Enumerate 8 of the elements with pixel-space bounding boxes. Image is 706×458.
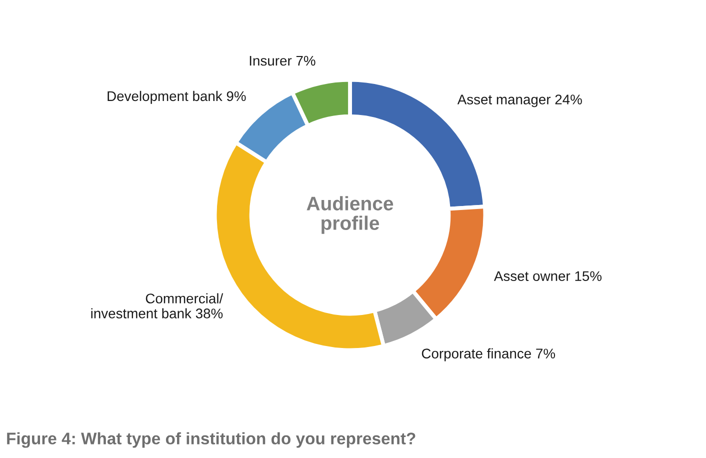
slice-label: Asset manager 24% xyxy=(457,94,582,108)
slice-label: Insurer 7% xyxy=(250,56,316,66)
slice-label: Commercial/ investment bank 38% xyxy=(91,293,224,318)
slice-label: Development bank 9% xyxy=(108,90,246,104)
slice-label: Corporate finance 7% xyxy=(422,348,556,362)
caption: Figure 4: What type of institution do you represent? xyxy=(7,432,416,448)
slice-label: Asset owner 15% xyxy=(494,271,602,282)
text: Audience profile xyxy=(306,196,394,234)
